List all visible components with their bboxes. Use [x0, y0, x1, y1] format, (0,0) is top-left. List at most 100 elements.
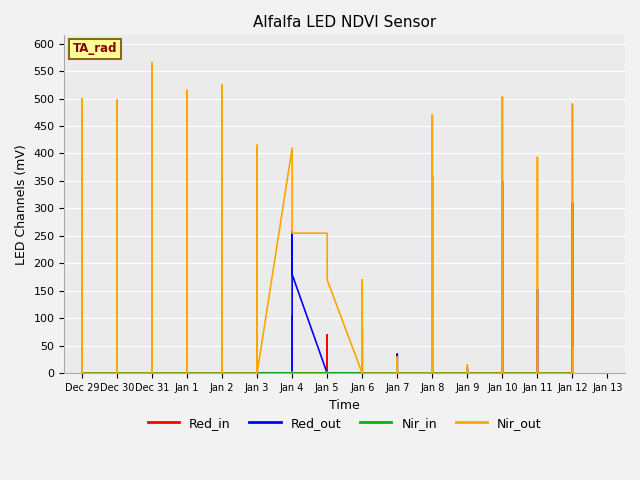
Text: TA_rad: TA_rad	[73, 42, 117, 55]
Red_in	[463, 371, 471, 376]
Nir_in	[534, 369, 541, 375]
Nir_in	[218, 371, 226, 376]
Title: Alfalfa LED NDVI Sensor: Alfalfa LED NDVI Sensor	[253, 15, 436, 30]
Nir_out	[568, 371, 576, 376]
Red_out	[358, 371, 366, 376]
Nir_in	[113, 371, 121, 376]
Red_in	[288, 371, 296, 376]
Nir_out	[568, 101, 576, 107]
Red_out	[78, 371, 86, 376]
Red_out	[113, 371, 121, 376]
Nir_out	[113, 371, 121, 376]
Red_out	[323, 371, 331, 376]
Red_in	[218, 371, 226, 376]
Red_in	[78, 371, 86, 376]
Line: Nir_in: Nir_in	[82, 372, 572, 373]
Red_in	[323, 332, 331, 338]
Red_in	[78, 291, 86, 297]
Nir_in	[218, 369, 226, 375]
Y-axis label: LED Channels (mV): LED Channels (mV)	[15, 144, 28, 264]
Red_out	[288, 228, 296, 234]
Red_out	[253, 371, 261, 376]
Nir_out	[183, 371, 191, 376]
Red_out	[323, 371, 331, 376]
Red_out	[148, 371, 156, 376]
Nir_in	[534, 371, 541, 376]
Nir_in	[499, 371, 506, 376]
Red_out	[499, 371, 506, 376]
Red_in	[288, 371, 296, 376]
Nir_in	[183, 371, 191, 376]
Nir_in	[428, 371, 436, 376]
Red_out	[288, 272, 296, 277]
Red_in	[183, 371, 191, 376]
Nir_out	[568, 371, 576, 376]
Nir_out	[148, 371, 156, 376]
Red_in	[358, 371, 366, 376]
Nir_out	[323, 230, 331, 236]
Nir_out	[499, 371, 506, 376]
Red_out	[218, 196, 226, 202]
Nir_in	[534, 371, 541, 376]
Nir_in	[78, 371, 86, 376]
Nir_in	[428, 371, 436, 376]
Nir_in	[358, 371, 366, 376]
Red_out	[534, 371, 541, 376]
Nir_in	[78, 369, 86, 375]
Nir_in	[288, 369, 296, 375]
Red_in	[253, 304, 261, 310]
Red_out	[183, 203, 191, 209]
Red_in	[568, 295, 576, 300]
Red_out	[428, 173, 436, 179]
Nir_out	[218, 371, 226, 376]
Red_in	[253, 371, 261, 376]
Red_in	[183, 371, 191, 376]
Nir_in	[183, 371, 191, 376]
Red_out	[113, 211, 121, 217]
Red_in	[394, 371, 401, 376]
Red_out	[428, 371, 436, 376]
Nir_in	[394, 371, 401, 376]
Nir_out	[358, 371, 366, 376]
Nir_in	[78, 371, 86, 376]
Red_in	[428, 371, 436, 376]
Red_out	[253, 371, 261, 376]
Nir_out	[218, 371, 226, 376]
Red_in	[394, 371, 401, 376]
Nir_out	[323, 277, 331, 283]
Nir_out	[183, 87, 191, 93]
Red_out	[288, 371, 296, 376]
Nir_out	[148, 371, 156, 376]
Red_in	[568, 371, 576, 376]
Red_out	[534, 371, 541, 376]
Nir_in	[148, 369, 156, 375]
Nir_out	[534, 155, 541, 160]
Nir_in	[113, 371, 121, 376]
Nir_out	[253, 371, 261, 376]
Nir_in	[323, 369, 331, 375]
Red_out	[394, 351, 401, 357]
Nir_in	[394, 371, 401, 376]
Red_in	[499, 371, 506, 376]
Nir_in	[323, 371, 331, 376]
Red_in	[358, 371, 366, 376]
Red_in	[394, 365, 401, 371]
Red_in	[568, 371, 576, 376]
Line: Red_in: Red_in	[82, 287, 572, 373]
Nir_in	[288, 371, 296, 376]
Red_out	[183, 371, 191, 376]
Red_in	[113, 371, 121, 376]
Red_out	[499, 178, 506, 184]
Red_out	[428, 371, 436, 376]
Nir_in	[218, 371, 226, 376]
Red_in	[499, 371, 506, 376]
Red_out	[499, 371, 506, 376]
Red_in	[78, 371, 86, 376]
Red_out	[358, 326, 366, 332]
Red_in	[428, 371, 436, 376]
Red_in	[534, 371, 541, 376]
Red_out	[78, 371, 86, 376]
Nir_in	[358, 369, 366, 375]
Nir_out	[428, 112, 436, 118]
Nir_in	[568, 369, 576, 375]
